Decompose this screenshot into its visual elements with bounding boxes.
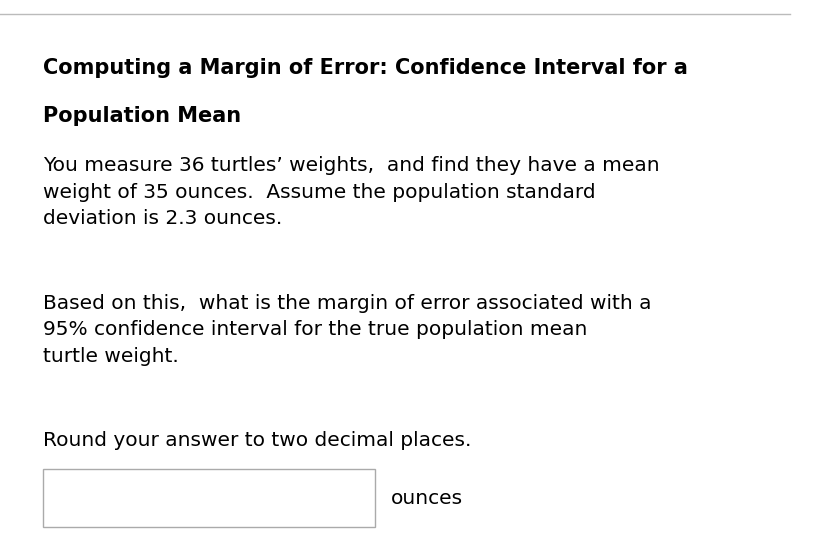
Text: Round your answer to two decimal places.: Round your answer to two decimal places. <box>43 431 471 450</box>
Text: Based on this,  what is the margin of error associated with a
95% confidence int: Based on this, what is the margin of err… <box>43 294 651 366</box>
Text: ounces: ounces <box>390 489 462 508</box>
FancyBboxPatch shape <box>43 469 375 527</box>
Text: Computing a Margin of Error: Confidence Interval for a: Computing a Margin of Error: Confidence … <box>43 58 687 77</box>
Text: You measure 36 turtles’ weights,  and find they have a mean
weight of 35 ounces.: You measure 36 turtles’ weights, and fin… <box>43 156 659 228</box>
Text: Population Mean: Population Mean <box>43 106 241 126</box>
